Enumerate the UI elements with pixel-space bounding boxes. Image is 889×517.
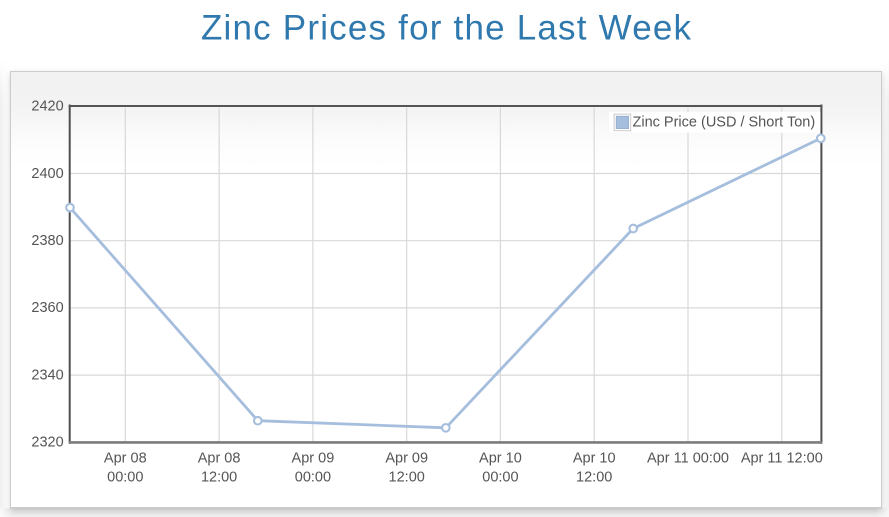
svg-text:2340: 2340 xyxy=(31,367,63,383)
svg-text:00:00: 00:00 xyxy=(482,470,518,486)
svg-text:12:00: 12:00 xyxy=(389,470,425,486)
svg-text:Apr 09: Apr 09 xyxy=(385,450,428,466)
svg-text:Apr 10: Apr 10 xyxy=(573,450,616,466)
svg-text:2420: 2420 xyxy=(31,99,63,115)
svg-text:Apr 10: Apr 10 xyxy=(479,450,522,466)
svg-text:Apr 09: Apr 09 xyxy=(292,450,335,466)
svg-text:Apr 08: Apr 08 xyxy=(104,450,147,466)
svg-text:Zinc Price (USD / Short Ton): Zinc Price (USD / Short Ton) xyxy=(633,115,816,131)
svg-text:12:00: 12:00 xyxy=(201,470,237,486)
svg-text:2380: 2380 xyxy=(31,233,63,249)
svg-text:Apr 11 12:00: Apr 11 12:00 xyxy=(741,450,823,466)
svg-text:12:00: 12:00 xyxy=(576,470,612,486)
svg-text:2320: 2320 xyxy=(31,435,63,451)
svg-text:00:00: 00:00 xyxy=(107,470,143,486)
svg-text:Apr 08: Apr 08 xyxy=(198,450,241,466)
svg-text:00:00: 00:00 xyxy=(295,470,331,486)
svg-text:Zinc Prices for the Last Week: Zinc Prices for the Last Week xyxy=(201,9,692,48)
svg-text:Apr 11 00:00: Apr 11 00:00 xyxy=(647,450,729,466)
svg-text:2400: 2400 xyxy=(31,166,63,182)
svg-text:2360: 2360 xyxy=(31,300,63,316)
